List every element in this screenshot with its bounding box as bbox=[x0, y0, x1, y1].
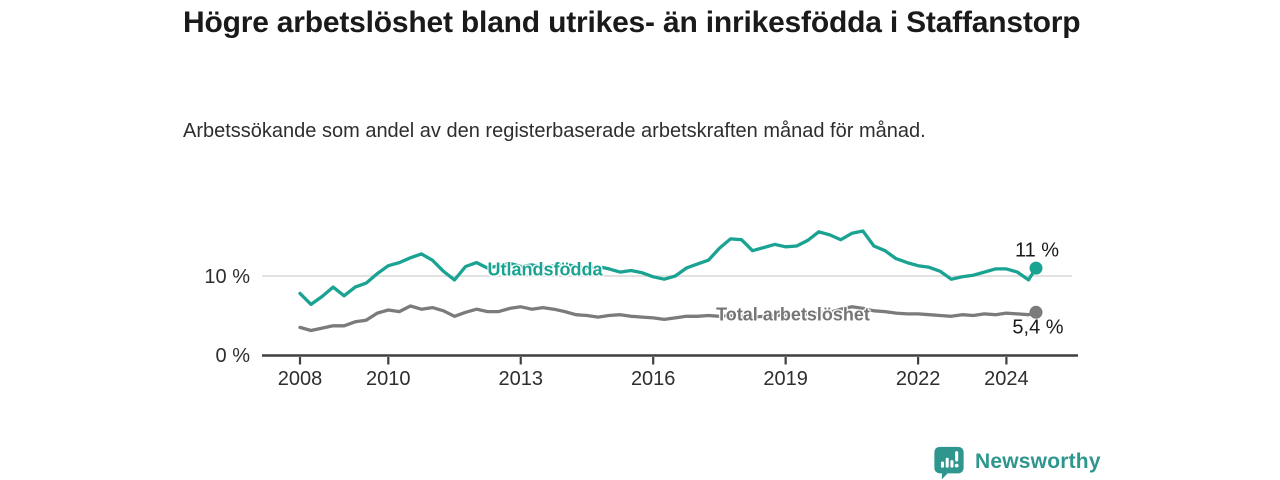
x-tick-label: 2016 bbox=[631, 368, 676, 390]
newsworthy-bar-chart-icon bbox=[934, 446, 964, 480]
total-arbetsloshet-end-dot bbox=[1029, 305, 1043, 319]
newsworthy-logo: Newsworthy bbox=[932, 444, 1101, 480]
x-tick-label: 2010 bbox=[366, 368, 411, 390]
x-tick-label: 2013 bbox=[499, 368, 544, 390]
end-value-label-total: 5,4 % bbox=[1012, 316, 1064, 339]
x-tick-label: 2008 bbox=[278, 368, 323, 390]
end-value-label-utlandsfodda: 11 % bbox=[1014, 239, 1060, 262]
utlandsfodda-line bbox=[298, 229, 1038, 307]
newsworthy-wordmark: Newsworthy bbox=[975, 450, 1101, 473]
chart-title: Högre arbetslöshet bland utrikes- än inr… bbox=[183, 6, 1081, 39]
x-tick-label: 2024 bbox=[984, 368, 1029, 390]
y-tick-label: 0 % bbox=[216, 345, 251, 367]
y-tick-label: 10 % bbox=[204, 266, 250, 288]
x-tick-label: 2019 bbox=[763, 368, 808, 390]
series-label-total-arbetsloshet: Total arbetslöshet bbox=[716, 304, 870, 325]
chart-subtitle: Arbetssökande som andel av den registerb… bbox=[183, 120, 926, 142]
total-arbetsloshet-line bbox=[298, 304, 1038, 333]
series-label-utlandsfodda: Utlandsfödda bbox=[487, 259, 603, 280]
x-tick-label: 2022 bbox=[896, 368, 941, 390]
utlandsfodda-end-dot bbox=[1029, 261, 1043, 275]
